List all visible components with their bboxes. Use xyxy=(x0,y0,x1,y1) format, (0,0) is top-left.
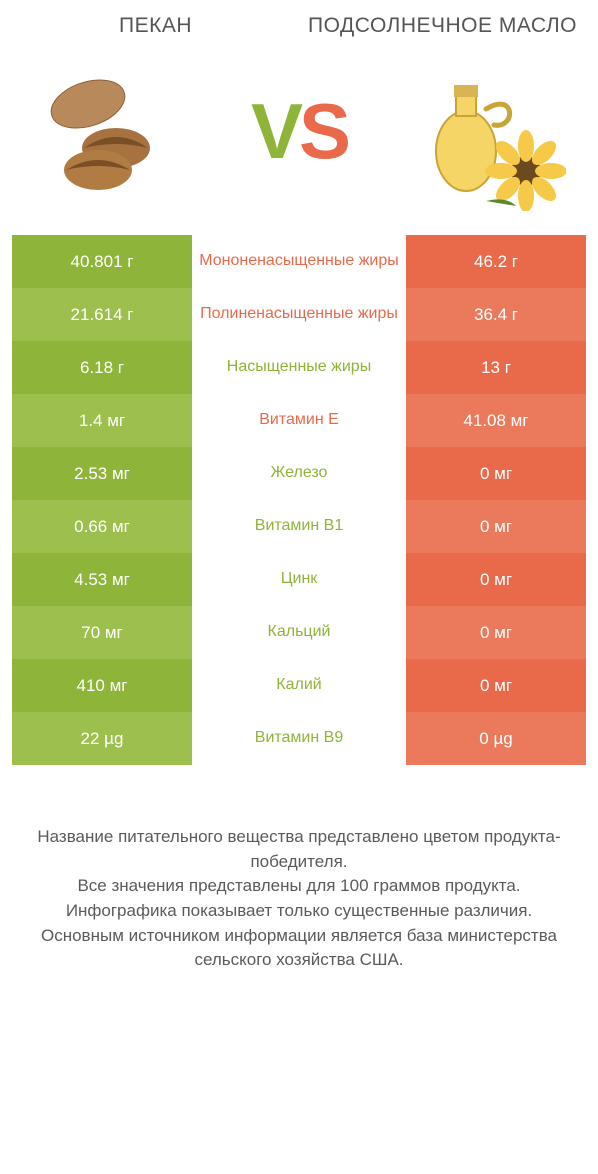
nutrient-label: Цинк xyxy=(192,553,406,606)
right-value: 0 мг xyxy=(406,659,586,712)
table-row: 0.66 мгВитамин B10 мг xyxy=(12,500,586,553)
nutrient-label: Витамин E xyxy=(192,394,406,447)
comparison-table: 40.801 гМононенасыщенные жиры46.2 г21.61… xyxy=(12,235,586,765)
vs-v: V xyxy=(251,87,299,175)
left-value: 6.18 г xyxy=(12,341,192,394)
nutrient-label: Витамин B9 xyxy=(192,712,406,765)
left-value: 70 мг xyxy=(12,606,192,659)
table-row: 1.4 мгВитамин E41.08 мг xyxy=(12,394,586,447)
pecan-icon xyxy=(30,48,205,213)
right-value: 0 мг xyxy=(406,500,586,553)
right-value: 36.4 г xyxy=(406,288,586,341)
right-value: 46.2 г xyxy=(406,235,586,288)
vs-s: S xyxy=(299,87,347,175)
right-value: 0 µg xyxy=(406,712,586,765)
right-value: 0 мг xyxy=(406,447,586,500)
left-value: 40.801 г xyxy=(12,235,192,288)
right-product-title: ПОДСОЛНЕЧНОЕ МАСЛО xyxy=(299,14,586,38)
nutrient-label: Витамин B1 xyxy=(192,500,406,553)
right-value: 0 мг xyxy=(406,606,586,659)
sunflower-oil-icon xyxy=(393,48,568,213)
table-row: 4.53 мгЦинк0 мг xyxy=(12,553,586,606)
left-value: 22 µg xyxy=(12,712,192,765)
footer-line: Основным источником информации является … xyxy=(30,924,568,973)
footer-line: Все значения представлены для 100 граммо… xyxy=(30,874,568,899)
footer-line: Инфографика показывает только существенн… xyxy=(30,899,568,924)
right-value: 0 мг xyxy=(406,553,586,606)
title-row: ПЕКАН ПОДСОЛНЕЧНОЕ МАСЛО xyxy=(12,14,586,38)
table-row: 40.801 гМононенасыщенные жиры46.2 г xyxy=(12,235,586,288)
table-row: 21.614 гПолиненасыщенные жиры36.4 г xyxy=(12,288,586,341)
nutrient-label: Калий xyxy=(192,659,406,712)
right-value: 13 г xyxy=(406,341,586,394)
table-row: 410 мгКалий0 мг xyxy=(12,659,586,712)
left-value: 1.4 мг xyxy=(12,394,192,447)
nutrient-label: Мононенасыщенные жиры xyxy=(192,235,406,288)
left-value: 2.53 мг xyxy=(12,447,192,500)
left-product-title: ПЕКАН xyxy=(12,14,299,38)
table-row: 2.53 мгЖелезо0 мг xyxy=(12,447,586,500)
nutrient-label: Железо xyxy=(192,447,406,500)
table-row: 6.18 гНасыщенные жиры13 г xyxy=(12,341,586,394)
table-row: 22 µgВитамин B90 µg xyxy=(12,712,586,765)
left-value: 410 мг xyxy=(12,659,192,712)
nutrient-label: Полиненасыщенные жиры xyxy=(192,288,406,341)
nutrient-label: Кальций xyxy=(192,606,406,659)
left-value: 21.614 г xyxy=(12,288,192,341)
right-value: 41.08 мг xyxy=(406,394,586,447)
nutrient-label: Насыщенные жиры xyxy=(192,341,406,394)
left-value: 0.66 мг xyxy=(12,500,192,553)
footer-notes: Название питательного вещества представл… xyxy=(12,825,586,973)
left-value: 4.53 мг xyxy=(12,553,192,606)
footer-line: Название питательного вещества представл… xyxy=(30,825,568,874)
vs-label: VS xyxy=(251,92,347,170)
table-row: 70 мгКальций0 мг xyxy=(12,606,586,659)
image-row: VS xyxy=(12,48,586,213)
